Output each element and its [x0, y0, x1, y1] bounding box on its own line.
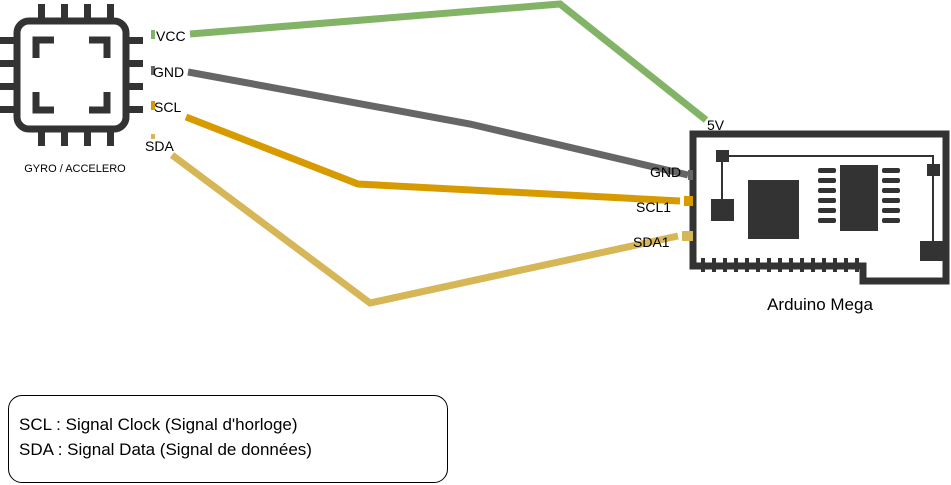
scl-pin-stub: [151, 101, 155, 110]
legend-box: SCL : Signal Clock (Signal d'horloge) SD…: [8, 395, 448, 483]
board-pin-scl-label: SCL1: [636, 199, 671, 215]
scl-wire[interactable]: [184, 113, 681, 205]
board-gnd-pin-stub: [688, 170, 693, 180]
board-pin-5v-label: 5V: [707, 117, 725, 133]
legend-sda-line: SDA : Signal Data (Signal de données): [19, 440, 312, 459]
gnd-pin-stub: [151, 66, 155, 75]
legend-scl-line: SCL : Signal Clock (Signal d'horloge): [19, 415, 298, 434]
arduino-mega-caption: Arduino Mega: [767, 295, 873, 314]
board-sda-pin-stub: [682, 231, 693, 241]
sda-wire[interactable]: [169, 152, 679, 307]
gyro-chip-caption: GYRO / ACCELERO: [24, 163, 126, 175]
sensor-pin-scl-label: SCL: [154, 99, 181, 115]
sensor-pin-vcc-label: VCC: [156, 28, 186, 44]
vcc-pin-stub: [151, 30, 155, 39]
sensor-pin-sda-label: SDA: [145, 138, 174, 154]
gyro-chip-icon: [0, 4, 143, 146]
vcc-wire[interactable]: [189, 0, 709, 123]
arduino-mega-board-icon: [689, 130, 950, 285]
gnd-wire[interactable]: [187, 68, 689, 179]
sda-pin-stub: [151, 134, 155, 139]
sensor-pin-gnd-label: GND: [153, 64, 184, 80]
board-pin-gnd-label: GND: [650, 164, 681, 180]
board-pin-sda-label: SDA1: [633, 234, 670, 250]
board-scl-pin-stub: [684, 196, 693, 206]
